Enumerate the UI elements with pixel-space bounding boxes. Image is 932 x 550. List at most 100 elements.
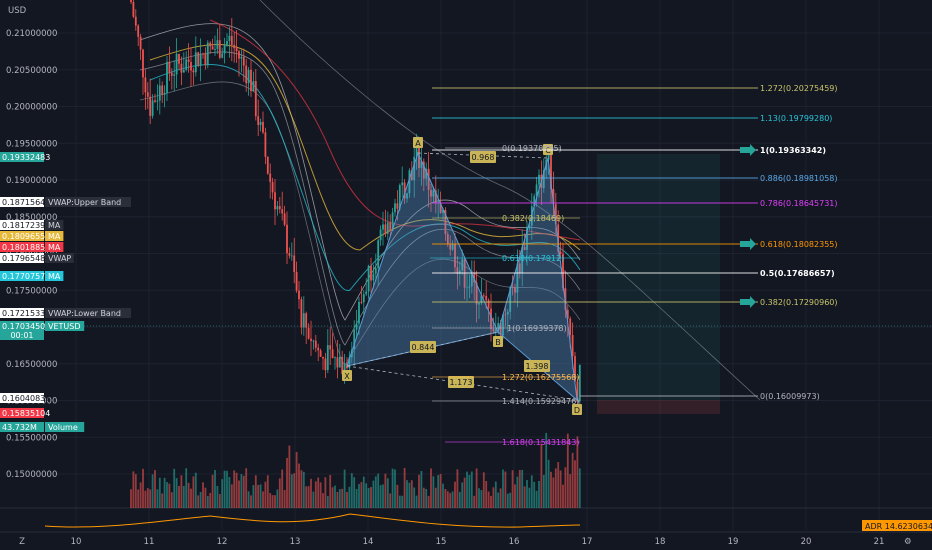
volume-bar <box>478 488 480 508</box>
vwap-line <box>139 51 581 346</box>
price-tag-name-bg <box>45 197 131 207</box>
time-tick-label: 12 <box>217 537 228 547</box>
candle-body <box>372 273 375 281</box>
volume-bar <box>221 479 224 508</box>
candle-body <box>494 329 497 332</box>
volume-bar <box>180 475 183 508</box>
candle-body <box>329 345 332 350</box>
volume-bar <box>170 492 173 508</box>
price-tag-name-bg <box>45 242 64 252</box>
candle-body <box>322 356 324 359</box>
volume-bar <box>502 469 504 508</box>
volume-bar <box>197 495 200 508</box>
volume-bar <box>372 480 375 508</box>
price-tag-countdown: 00:01 <box>10 331 33 340</box>
candle-body <box>576 381 579 402</box>
candle-body <box>230 35 233 45</box>
currency-label: USD <box>8 6 27 16</box>
candle-body <box>439 202 442 213</box>
volume-bar <box>233 470 236 508</box>
candle-body <box>242 56 245 66</box>
fib-retracement[interactable]: 1.272(0.20275459) 1.13(0.19799280) 1(0.193… <box>432 84 838 401</box>
pattern-point-label: B <box>495 338 501 347</box>
candle-body <box>206 42 209 66</box>
volume-bar <box>228 477 231 508</box>
volume-bar <box>240 474 243 508</box>
pattern-point-d <box>572 404 582 415</box>
price-tag-value: 0.15835104 <box>2 409 50 418</box>
price-tag-name-bg <box>45 253 74 263</box>
candle-body <box>382 224 384 230</box>
price-tag-name-bg <box>45 271 64 281</box>
candle-body <box>353 329 356 350</box>
candle-body <box>362 294 365 303</box>
volume-bar <box>362 476 365 508</box>
price-tag-value: 0.17034503 <box>2 322 50 331</box>
long-position-profit-zone[interactable] <box>597 154 720 400</box>
candle-body <box>504 314 507 316</box>
volume-bar <box>456 469 459 508</box>
volume-bar <box>518 469 521 508</box>
candle-body <box>502 314 504 336</box>
volume-bar <box>178 485 180 508</box>
volume-bar <box>324 477 327 508</box>
long-position-loss-zone[interactable] <box>597 400 720 414</box>
time-axis[interactable]: 10 11 12 13 14 15 16 17 18 19 20 21 Z ⚙ <box>19 537 912 547</box>
price-tick-label: 0.20500000 <box>6 66 57 76</box>
candle-body <box>178 53 180 64</box>
candle-body <box>158 85 161 101</box>
price-tick-label: 0.15500000 <box>6 433 57 443</box>
candle-body <box>192 70 195 73</box>
volume-bar <box>247 491 250 508</box>
volume-bar <box>209 492 212 508</box>
volume-bar <box>142 468 144 508</box>
candle-body <box>458 270 461 274</box>
fib-arrow-icon <box>740 238 756 250</box>
candle-body <box>137 25 140 37</box>
candle-body <box>482 295 485 297</box>
volume-bar <box>439 473 442 508</box>
volume-bar <box>396 484 399 508</box>
candle-body <box>401 182 404 186</box>
candle-body <box>214 49 216 50</box>
pattern-ratio-badge <box>524 360 550 372</box>
candle-body <box>571 334 574 357</box>
settings-icon[interactable]: ⚙ <box>904 537 912 547</box>
candle-body <box>550 145 552 190</box>
pattern-level-label: 1.272(0.16275568) <box>502 373 580 382</box>
candle-body <box>492 329 495 332</box>
candle-body <box>326 345 329 371</box>
volume-bar <box>283 490 286 508</box>
candle-body <box>480 295 483 304</box>
volume-bar <box>425 489 428 508</box>
price-tag-value: 0.17965489 <box>2 254 50 263</box>
candle-body <box>427 168 430 190</box>
volume-bar <box>132 471 135 508</box>
volume-bar <box>427 495 430 508</box>
volume-bar <box>245 468 248 508</box>
pattern-point-label: X <box>344 372 350 381</box>
candle-body <box>211 46 214 50</box>
candle-body <box>238 51 240 59</box>
candle-body <box>302 313 305 328</box>
fib-arrow-icon <box>740 296 756 308</box>
price-axis[interactable]: USD 0.21000000 0.20500000 0.20000000 0.19500… <box>0 6 131 480</box>
candle-body <box>451 243 454 250</box>
price-label-tag: 0.16040832 <box>0 393 50 403</box>
volume-bar <box>374 476 377 508</box>
candle-body <box>446 234 449 245</box>
candle-body <box>434 190 437 204</box>
fib-level-label: 0.382(0.17290960) <box>760 298 838 307</box>
candle-body <box>130 0 132 3</box>
candle-body <box>254 81 257 117</box>
volume-bar <box>521 469 524 508</box>
candle-body <box>569 318 572 335</box>
volume-bar <box>461 482 464 508</box>
harmonic-pattern[interactable]: X A B C D 0.968 0.844 1.398 1.173 0(0.19378755) 0.… <box>342 137 582 447</box>
time-tick-label: 17 <box>582 537 593 547</box>
candle-body <box>307 327 310 339</box>
price-tag-name: VWAP:Lower Band <box>48 309 121 318</box>
candle-body <box>168 61 171 73</box>
